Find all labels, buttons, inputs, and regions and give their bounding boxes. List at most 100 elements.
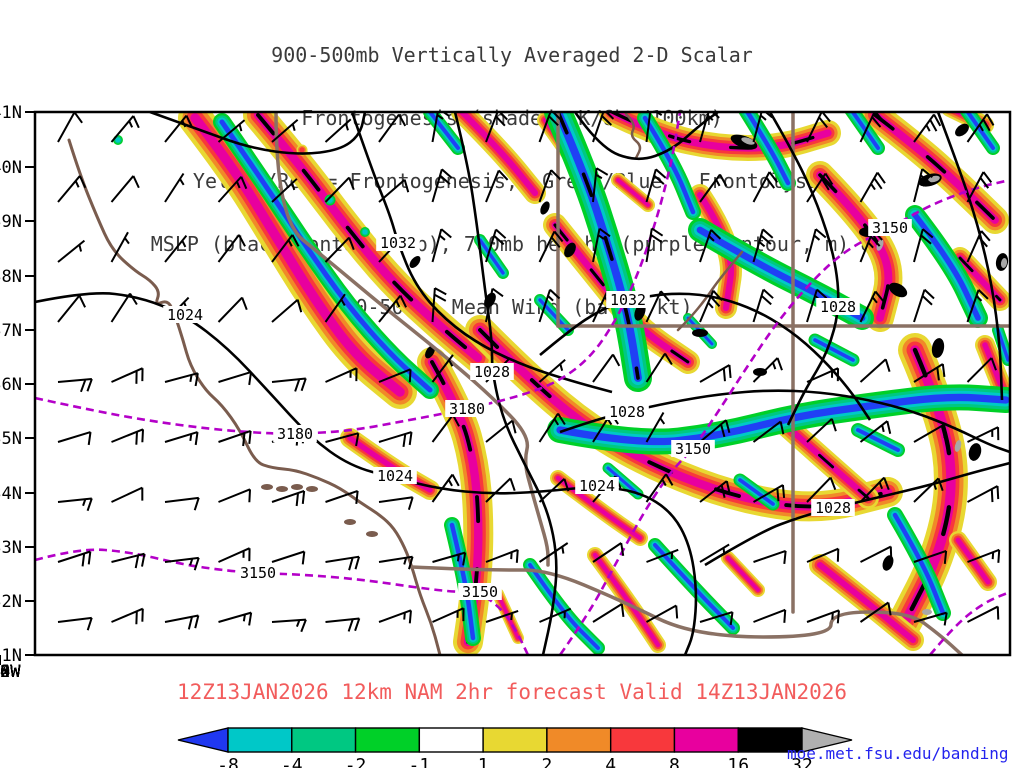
- wind-barb: [913, 424, 946, 443]
- wind-barb: [432, 607, 465, 623]
- wind-barb: [164, 234, 188, 263]
- wind-barb: [753, 484, 786, 503]
- over-32-spot: [1000, 258, 1008, 268]
- colorbar-tick-label: -1: [408, 755, 430, 768]
- wind-barb: [325, 555, 361, 571]
- wind-barb: [110, 115, 140, 143]
- wind-barb: [752, 228, 774, 263]
- island: [291, 484, 303, 490]
- colorbar-tick-label: -2: [345, 755, 367, 768]
- wind-barb: [217, 234, 246, 263]
- wind-barb: [538, 478, 570, 503]
- credit-link[interactable]: moe.met.fsu.edu/banding: [787, 744, 1009, 763]
- wind-barb: [913, 228, 934, 263]
- lon-tick-label: 106W: [0, 662, 21, 682]
- frontolysis-band: [423, 112, 465, 155]
- wind-barb: [806, 367, 840, 383]
- extreme-frontogenesis-spot: [564, 242, 576, 258]
- wind-barb: [646, 604, 679, 623]
- extreme-frontogenesis-spot: [968, 443, 982, 461]
- extreme-frontogenesis-spot: [425, 345, 435, 359]
- over-32-spot: [954, 440, 962, 452]
- svg-text:1024: 1024: [167, 306, 203, 324]
- wind-barb: [752, 420, 785, 443]
- extreme-frontogenesis-spot: [753, 368, 767, 376]
- wind-barb: [485, 112, 508, 143]
- frontolysis-band: [738, 112, 796, 191]
- svg-text:3150: 3150: [675, 440, 711, 458]
- wind-barb: [217, 296, 248, 323]
- svg-text:3150: 3150: [872, 219, 908, 237]
- height-700mb-contour: [558, 178, 1010, 655]
- wind-barb: [539, 607, 572, 623]
- wind-barb: [699, 543, 730, 563]
- mslp-contour: [768, 112, 840, 426]
- colorbar-segment: [418, 727, 484, 753]
- wind-barb: [218, 547, 251, 563]
- wind-barb: [538, 169, 562, 203]
- wind-barb: [645, 473, 674, 503]
- wind-barb: [966, 289, 989, 323]
- frontogenesis-band: [611, 173, 655, 212]
- frontolysis-band: [113, 135, 123, 145]
- mslp-contour-label: 1032: [376, 234, 420, 252]
- colorbar-segment: [546, 727, 612, 753]
- wind-barb: [111, 428, 145, 445]
- wind-barb: [538, 230, 564, 263]
- svg-text:1028: 1028: [815, 499, 851, 517]
- height-contour-label: 3150: [868, 219, 912, 237]
- wind-barb: [699, 480, 731, 503]
- wind-barb: [217, 119, 246, 143]
- mslp-contour-label: 1028: [470, 363, 514, 381]
- wind-barb: [753, 549, 787, 564]
- wind-barb: [913, 477, 944, 503]
- height-contour-label: 3150: [236, 564, 280, 582]
- lat-tick-label: 39N: [0, 212, 22, 232]
- wind-barb: [271, 550, 306, 565]
- colorbar-right-arrow: [801, 727, 853, 753]
- wind-barb: [592, 542, 625, 563]
- wind-barb: [913, 363, 946, 383]
- frontolysis-band: [851, 423, 905, 457]
- colorbar-tick-label: -4: [281, 755, 303, 768]
- colorbar-tick-label: 8: [669, 755, 680, 768]
- island: [276, 486, 288, 492]
- wind-barb: [859, 476, 890, 503]
- frontogenesis-band: [721, 551, 765, 597]
- frontogenesis-band: [465, 315, 903, 522]
- wind-barb: [111, 607, 144, 625]
- axes: 41N 40N 39N 38N 37N 36N 35N 34N 33N 32N 31N124W122…: [0, 103, 35, 682]
- map-content: 1032 1024 1032 1028 1028 1024 1024 1028 1028 3180…: [35, 112, 1010, 655]
- wind-barb: [645, 290, 670, 323]
- lat-tick-label: 31N: [0, 646, 22, 666]
- wind-barb: [271, 118, 299, 143]
- wind-barb: [378, 113, 407, 143]
- colorbar-left-arrow: [177, 727, 229, 753]
- frontolysis-band: [808, 333, 860, 367]
- lon-tick-label: 112W: [0, 662, 21, 682]
- wind-barb: [431, 354, 454, 383]
- wind-barb: [217, 176, 248, 203]
- wind-barb: [378, 294, 407, 323]
- extreme-frontogenesis-spot: [931, 338, 945, 358]
- wind-barb: [57, 175, 87, 203]
- wind-barb: [752, 171, 779, 203]
- height-contour-label: 3150: [671, 440, 715, 458]
- wind-barb: [164, 496, 200, 511]
- wind-barb: [753, 608, 787, 623]
- svg-text:1024: 1024: [377, 467, 413, 485]
- lat-tick-label: 40N: [0, 158, 22, 178]
- wind-barb: [645, 352, 673, 383]
- wind-barb: [271, 377, 307, 392]
- wind-barb: [57, 431, 92, 446]
- wind-barb: [431, 168, 453, 203]
- wind-barb: [432, 551, 467, 566]
- wind-barb: [859, 420, 892, 443]
- lon-tick-label: 122W: [0, 662, 21, 682]
- colorbar-segment: [482, 727, 548, 753]
- wind-barb: [966, 357, 997, 383]
- colorbar-segment: [609, 727, 676, 753]
- wind-barb: [538, 358, 566, 383]
- mslp-contour-label: 1024: [373, 467, 417, 485]
- wind-barb: [966, 113, 995, 143]
